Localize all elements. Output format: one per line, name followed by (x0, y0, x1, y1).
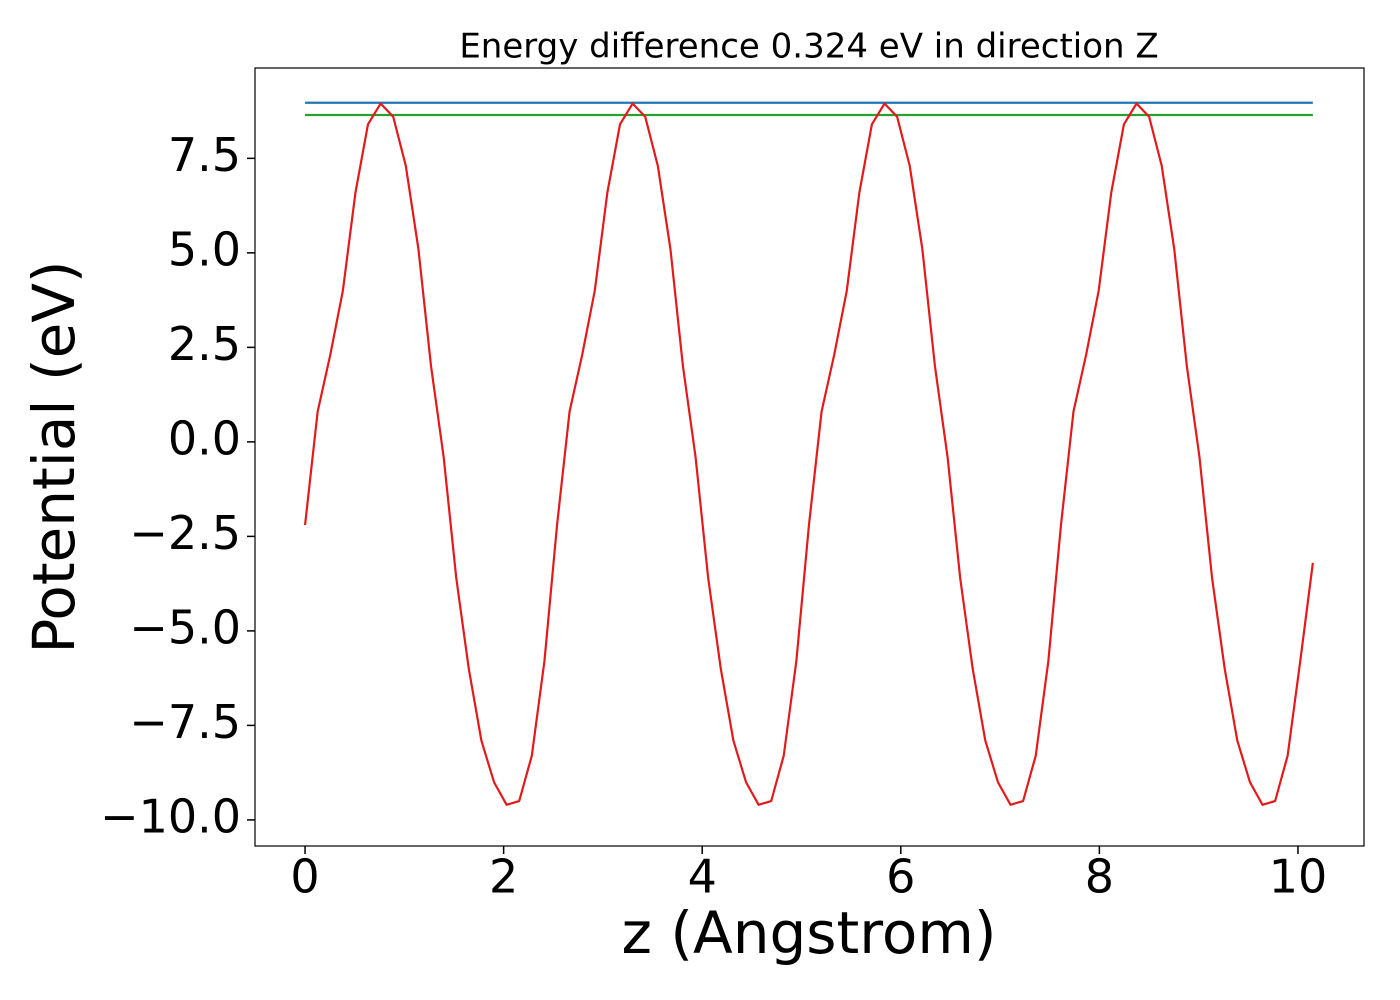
y-tick-label: 0.0 (168, 411, 241, 465)
y-tick-label: −5.0 (129, 600, 241, 654)
x-tick-label: 6 (886, 850, 915, 904)
x-tick-label: 10 (1269, 850, 1328, 904)
y-tick-label: 2.5 (168, 317, 241, 371)
plot-frame (254, 67, 1365, 847)
data-line (303, 102, 1314, 806)
y-tick-label: −2.5 (129, 506, 241, 560)
x-axis-label: z (Angstrom) (622, 899, 997, 967)
x-tick-label: 2 (489, 850, 518, 904)
x-tick-label: 0 (290, 850, 319, 904)
y-tick-label: −7.5 (129, 695, 241, 749)
chart-title: Energy difference 0.324 eV in direction … (459, 27, 1158, 67)
y-tick-label: 5.0 (168, 222, 241, 276)
y-axis-label: Potential (eV) (20, 260, 88, 653)
y-tick-label: −10.0 (100, 789, 241, 843)
x-tick-label: 8 (1085, 850, 1114, 904)
y-tick-label: 7.5 (168, 128, 241, 182)
x-tick-label: 4 (688, 850, 717, 904)
